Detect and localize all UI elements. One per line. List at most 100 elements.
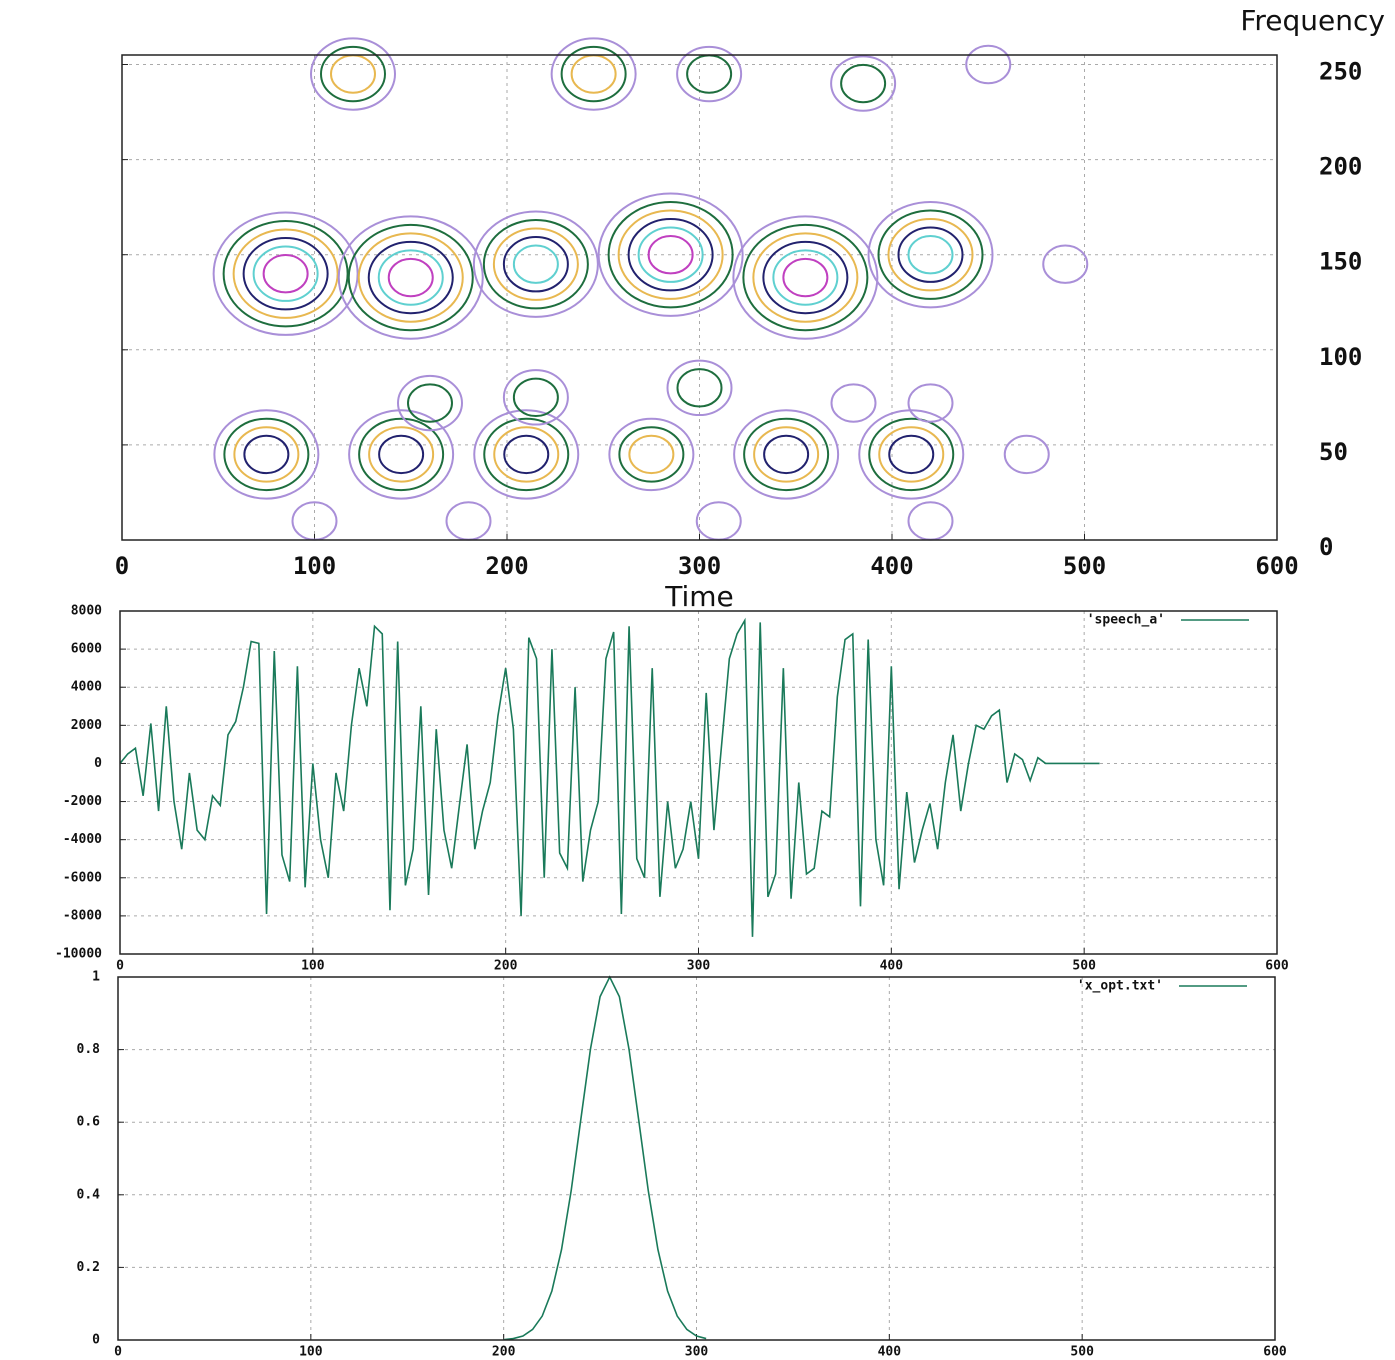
contour-ring — [743, 417, 830, 492]
contour-ring — [560, 45, 627, 103]
contour-ring — [695, 501, 742, 541]
contour-ring — [378, 434, 425, 475]
y-tick-label: 2000 — [71, 718, 102, 733]
contour-ring — [445, 501, 492, 541]
y-axis-title: Frequency — [1240, 4, 1385, 37]
contour-ring — [617, 209, 724, 300]
plot-frame — [119, 610, 1278, 955]
contour-ring — [1042, 244, 1089, 284]
contour-ring — [618, 426, 685, 483]
y-tick-label: -6000 — [63, 870, 102, 885]
x-tick-label: 200 — [492, 1345, 516, 1360]
contour-ring — [502, 369, 569, 426]
contour-ring — [877, 209, 984, 300]
contour-ring — [752, 232, 859, 323]
y-tick-label: 4000 — [71, 680, 102, 695]
contour-ring — [628, 434, 675, 475]
contour-ring — [907, 501, 954, 541]
contour-ring — [492, 227, 579, 301]
contour-ring — [387, 257, 434, 298]
x-tick-label: 0 — [116, 959, 124, 974]
contour-ring — [888, 434, 935, 475]
x-tick-label: 100 — [299, 1345, 323, 1360]
contour-ring — [830, 55, 897, 112]
chart: 0 100 200 300 400 500 600 -10000 -8000 -6000 -4000… — [55, 604, 1289, 974]
y-tick-label: -8000 — [63, 908, 102, 923]
y-tick-label: 6000 — [71, 642, 102, 657]
y-tick-label: 250 — [1319, 58, 1362, 86]
x-axis-title: Time — [664, 580, 734, 613]
x-tick-label: 0 — [115, 552, 129, 580]
contour-ring — [647, 235, 694, 275]
x-tick-label: 600 — [1265, 959, 1289, 974]
contour-ring — [733, 409, 840, 500]
contour-ring — [232, 228, 339, 319]
contour-ring — [233, 426, 300, 483]
contour-ring — [830, 383, 877, 423]
legend-label: 'speech_a' — [1087, 613, 1165, 628]
contour-ring — [732, 215, 879, 340]
contour-ring — [397, 374, 463, 432]
contour-ring — [897, 226, 964, 283]
contour-ring — [867, 201, 994, 309]
y-tick-label: 0 — [1319, 533, 1333, 561]
y-tick-label: 0.2 — [77, 1260, 100, 1275]
contour-ring — [512, 244, 559, 284]
chart: 0 100 200 300 400 500 600 0 50 100 150 200 250 Freque… — [115, 4, 1385, 613]
contour-ring — [637, 226, 704, 283]
chart: 0 100 200 300 400 500 600 0 0.2 0.4 0.6 0.8 1 'x_opt.… — [77, 970, 1287, 1360]
x-tick-label: 400 — [878, 1345, 902, 1360]
contour-ring — [878, 426, 945, 483]
y-tick-label: 1 — [92, 970, 100, 985]
contour-ring — [686, 54, 733, 94]
contour-ring — [377, 249, 444, 306]
contour-ring — [483, 417, 570, 492]
y-tick-label: 200 — [1319, 153, 1362, 181]
contour-ring — [887, 218, 974, 292]
y-tick-label: 150 — [1319, 248, 1362, 276]
contour-ring — [222, 220, 349, 328]
x-tick-label: 600 — [1263, 1345, 1287, 1360]
contour-ring — [753, 426, 820, 483]
contour-ring — [472, 210, 599, 318]
x-tick-label: 400 — [880, 959, 904, 974]
contour-ring — [597, 192, 744, 317]
contour-ring — [223, 417, 310, 492]
contour-ring — [367, 240, 454, 315]
x-tick-label: 300 — [687, 959, 711, 974]
contour-ring — [330, 54, 376, 94]
contour-ring — [762, 240, 849, 315]
contour-ring — [502, 236, 569, 293]
contour-ring — [772, 249, 839, 306]
contour-ring — [627, 218, 714, 292]
plot-frame — [117, 976, 1276, 1341]
x-tick-label: 500 — [1070, 1345, 1094, 1360]
contour-ring — [243, 434, 290, 475]
contour-ring — [473, 409, 580, 500]
plot-frame — [121, 54, 1278, 541]
y-tick-label: 0 — [94, 756, 102, 771]
x-tick-label: 200 — [485, 552, 528, 580]
contour-ring — [348, 409, 455, 500]
contour-ring — [608, 417, 695, 492]
contour-ring — [358, 417, 445, 492]
contour-ring — [212, 211, 359, 336]
y-tick-label: 0 — [92, 1333, 100, 1348]
contour-ring — [676, 45, 743, 103]
x-tick-label: 200 — [494, 959, 518, 974]
contour-ring — [213, 409, 320, 500]
contour-ring — [907, 235, 954, 275]
contour-ring — [407, 383, 453, 423]
contour-ring — [357, 232, 464, 323]
contour-ring — [503, 434, 550, 475]
y-tick-label: 0.6 — [77, 1115, 101, 1130]
y-tick-label: -2000 — [63, 794, 102, 809]
contour-ring — [493, 426, 560, 483]
contour-ring — [570, 54, 617, 94]
x-tick-label: 500 — [1072, 959, 1096, 974]
contour-ring — [742, 223, 869, 332]
contour-ring — [676, 368, 723, 408]
contour-ring — [482, 219, 589, 310]
x-tick-label: 300 — [678, 552, 721, 580]
